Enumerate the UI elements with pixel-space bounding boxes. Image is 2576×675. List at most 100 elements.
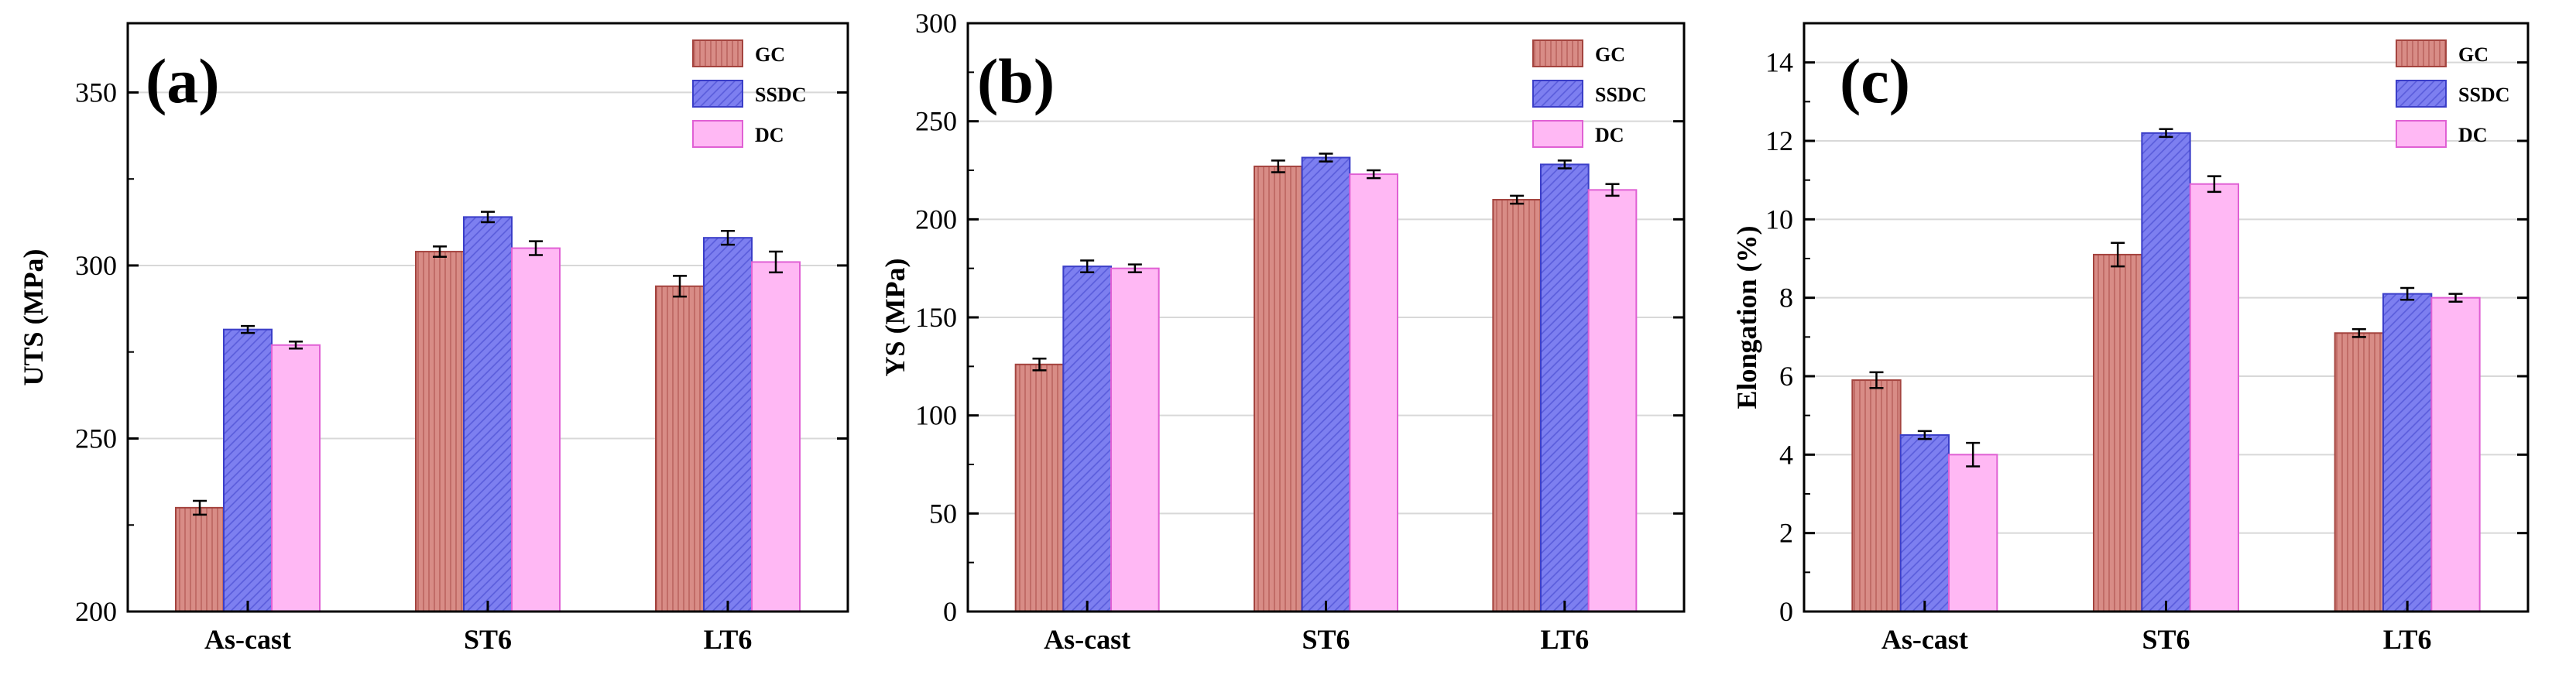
chart-panel-2: 0 50 100 150 200 250 300 As-cast ST6 LT6 YS (MPa) (… (880, 8, 1686, 655)
bar-ssdc-lt6 (1540, 163, 1590, 612)
error-bar (2159, 128, 2173, 139)
bar-ssdc-st6 (1301, 156, 1351, 613)
bar-dc-lt6 (2430, 296, 2481, 612)
x-tick-label: ST6 (2142, 624, 2190, 655)
y-tick-label: 0 (1779, 596, 1793, 627)
legend-label-gc: GC (2458, 43, 2489, 66)
error-bar (1367, 169, 1381, 180)
chart-panel-1: 200 250 300 350 As-cast ST6 LT6 UTS (MPa) (a) GC S… (18, 22, 849, 655)
error-bar (2351, 327, 2366, 338)
error-bar (289, 341, 303, 350)
y-tick-label: 300 (75, 250, 117, 281)
legend-swatch-dc (2396, 120, 2447, 148)
bar-dc-as-cast (1948, 454, 1998, 612)
y-tick-label: 250 (915, 106, 957, 137)
y-tick-label: 250 (75, 423, 117, 454)
bar-dc-lt6 (751, 261, 801, 612)
error-bar (2448, 293, 2463, 303)
legend-label-dc: DC (755, 124, 784, 146)
bar-gc-lt6 (2334, 332, 2385, 612)
legend-label-ssdc: SSDC (1595, 84, 1646, 106)
bar-gc-st6 (2093, 253, 2143, 612)
y-tick-label: 350 (75, 77, 117, 108)
error-bar (1127, 263, 1142, 273)
legend-label-ssdc: SSDC (755, 84, 806, 106)
bar-dc-st6 (1349, 173, 1399, 613)
x-tick-label: LT6 (2383, 624, 2432, 655)
x-tick-label: ST6 (1302, 624, 1350, 655)
error-bar (673, 275, 687, 298)
legend-label-dc: DC (2458, 124, 2488, 146)
bar-gc-as-cast (175, 506, 225, 612)
bar-gc-as-cast (1014, 363, 1065, 612)
bar-ssdc-lt6 (703, 237, 753, 612)
legend-swatch-gc (2396, 39, 2447, 67)
y-tick-label: 200 (75, 596, 117, 627)
legend-label-gc: GC (755, 43, 785, 66)
legend-swatch-dc (692, 120, 743, 148)
bar-ssdc-as-cast (1062, 266, 1113, 612)
error-bar (433, 245, 447, 259)
x-tick-label: LT6 (704, 624, 753, 655)
error-bar (1319, 152, 1333, 163)
error-bar (1080, 259, 1095, 273)
legend-label-gc: GC (1595, 43, 1625, 66)
bar-dc-st6 (511, 247, 561, 612)
legend-swatch-ssdc (692, 80, 743, 108)
x-tick-label: LT6 (1540, 624, 1589, 655)
error-bar (1510, 194, 1525, 205)
legend-swatch-dc (1532, 120, 1583, 148)
bar-ssdc-st6 (2141, 132, 2191, 613)
y-tick-label: 8 (1779, 283, 1793, 314)
y-axis-title: YS (MPa) (880, 259, 911, 377)
legend-swatch-gc (1532, 39, 1583, 67)
y-tick-label: 50 (929, 498, 957, 529)
x-tick-label: As-cast (1044, 624, 1130, 655)
error-bar (529, 240, 543, 256)
error-bar (721, 229, 735, 246)
bar-gc-st6 (1254, 165, 1303, 612)
legend-swatch-ssdc (2396, 80, 2447, 108)
bar-ssdc-as-cast (223, 328, 273, 612)
y-tick-label: 6 (1779, 361, 1793, 392)
y-tick-label: 200 (915, 204, 957, 235)
bar-gc-lt6 (655, 285, 705, 612)
error-bar (1869, 371, 1884, 389)
error-bar (769, 250, 783, 274)
legend-label-ssdc: SSDC (2458, 84, 2509, 106)
y-tick-label: 150 (915, 302, 957, 333)
legend: GC SSDC DC (1532, 39, 1646, 148)
legend: GC SSDC DC (2396, 39, 2509, 148)
legend-swatch-ssdc (1532, 80, 1583, 108)
error-bar (1966, 441, 1981, 468)
legend-label-dc: DC (1595, 124, 1624, 146)
panel-label: (b) (977, 46, 1055, 116)
bar-dc-as-cast (1110, 267, 1160, 612)
bar-ssdc-st6 (463, 216, 513, 612)
error-bar (2111, 242, 2125, 268)
y-tick-label: 12 (1765, 125, 1793, 156)
error-bar (1032, 357, 1047, 372)
error-bar (1605, 183, 1620, 197)
bar-gc-st6 (415, 251, 465, 612)
error-bar (1271, 159, 1285, 173)
legend: GC SSDC DC (692, 39, 806, 148)
bar-gc-lt6 (1492, 199, 1542, 612)
panel-label: (a) (146, 46, 220, 116)
y-axis-title: Elongation (%) (1731, 225, 1762, 409)
y-tick-label: 2 (1779, 518, 1793, 549)
y-tick-label: 10 (1765, 204, 1793, 235)
legend-swatch-gc (692, 39, 743, 67)
y-tick-label: 14 (1765, 47, 1793, 78)
bar-dc-st6 (2189, 183, 2240, 612)
panel-label: (c) (1840, 46, 1910, 116)
error-bar (481, 211, 495, 224)
error-bar (2400, 286, 2415, 301)
bar-dc-lt6 (1587, 189, 1638, 613)
bar-ssdc-lt6 (2382, 293, 2433, 612)
bar-ssdc-as-cast (1899, 434, 1950, 612)
error-bar (1917, 430, 1932, 440)
error-bar (1557, 159, 1572, 170)
